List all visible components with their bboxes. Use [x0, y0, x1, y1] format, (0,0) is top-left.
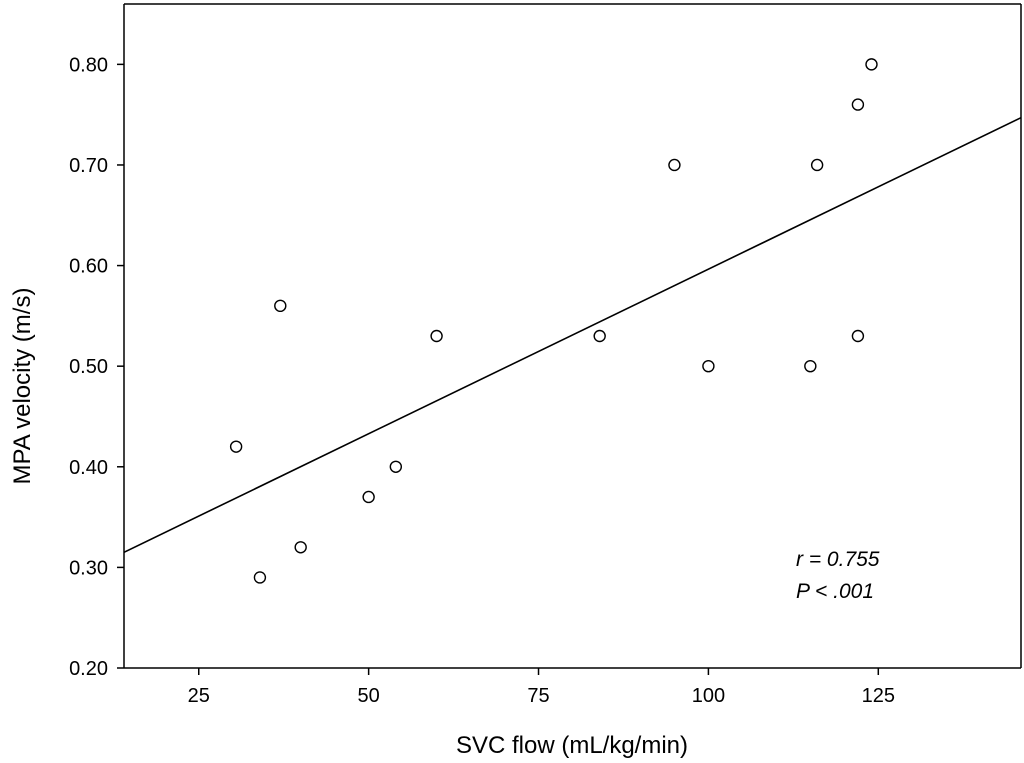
y-tick-label: 0.20	[69, 658, 108, 680]
y-tick-label: 0.60	[69, 256, 108, 278]
data-point	[389, 460, 403, 473]
data-point	[253, 571, 267, 584]
y-tick-label: 0.70	[69, 155, 108, 177]
data-point	[702, 359, 715, 373]
data-point	[229, 440, 243, 453]
x-axis-title: SVC flow (mL/kg/min)	[456, 732, 688, 759]
data-point	[851, 98, 865, 111]
data-point	[804, 359, 817, 373]
x-tick-label: 125	[862, 685, 895, 707]
data-point	[430, 329, 443, 343]
data-point	[851, 329, 865, 343]
y-axis-title: MPA velocity (m/s)	[9, 288, 36, 485]
data-point	[865, 58, 878, 71]
x-tick-label: 75	[527, 685, 549, 707]
data-point	[668, 158, 681, 172]
x-tick-label: 100	[692, 685, 725, 707]
regression-line	[123, 116, 1022, 554]
axis-ticks: 25 50 75 100 125 0.20 0.30 0.40 0.50 0.60 0.70 0.80	[69, 54, 895, 707]
y-tick-label: 0.30	[69, 557, 108, 579]
y-tick-label: 0.80	[69, 54, 108, 76]
p-value-annotation: P < .001	[796, 580, 874, 603]
data-point	[362, 490, 375, 504]
y-tick-label: 0.50	[69, 356, 108, 378]
correlation-annotation: r = 0.755	[796, 548, 880, 571]
data-point	[593, 329, 606, 343]
y-tick-label: 0.40	[69, 457, 108, 479]
regression-line-group	[123, 116, 1022, 554]
data-point	[810, 158, 824, 172]
x-tick-label: 25	[188, 685, 210, 707]
x-tick-label: 50	[358, 685, 380, 707]
data-point	[274, 299, 287, 313]
data-points	[229, 58, 878, 584]
data-point	[294, 541, 307, 554]
